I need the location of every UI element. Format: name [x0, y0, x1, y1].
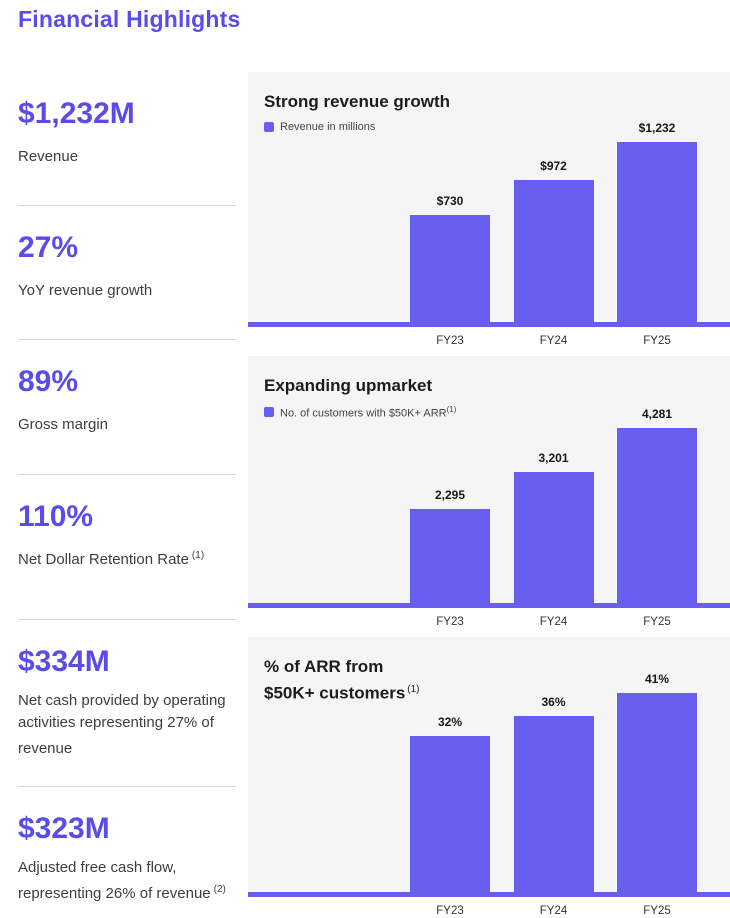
stat-value: $334M — [18, 645, 110, 678]
chart-legend: No. of customers with $50K+ ARR(1) — [248, 397, 730, 420]
stat-free-cash-flow: $323M Adjusted free cash flow, represent… — [18, 787, 236, 918]
stat-label-text: Net Dollar Retention Rate — [18, 551, 189, 568]
stat-label: Adjusted free cash flow, representing 26… — [18, 857, 236, 905]
bar-fy25 — [617, 142, 697, 322]
bar-fy24 — [513, 716, 594, 892]
bar-group-fy24: 36% — [513, 672, 594, 892]
legend-label: Revenue in millions — [280, 121, 376, 133]
chart-area: Strong revenue growth Revenue in million… — [248, 72, 730, 327]
stat-label: Gross margin — [18, 410, 236, 436]
bar-value-label: $1,232 — [638, 121, 676, 135]
chart-area: Expanding upmarket No. of customers with… — [248, 356, 730, 608]
stat-label: Net Dollar Retention Rate (1) — [18, 545, 236, 571]
x-tick-fy25: FY25 — [643, 616, 671, 628]
page-title: Financial Highlights — [18, 6, 241, 32]
bar-value-label: 4,281 — [641, 407, 673, 421]
x-tick-fy24: FY24 — [539, 616, 568, 628]
bar-value-label: $972 — [540, 159, 567, 173]
legend-label-text: No. of customers with $50K+ ARR — [280, 407, 447, 420]
footnote-marker: (2) — [213, 884, 226, 895]
bar-plot: $730 $972 $1,232 — [410, 117, 697, 322]
bar-group-fy25: $1,232 — [617, 117, 697, 322]
x-axis-labels: FY23 FY24 FY25 — [410, 904, 697, 918]
bar-fy23 — [410, 215, 490, 322]
chart-title: Strong revenue growth — [264, 92, 451, 111]
chart-baseline — [248, 603, 730, 608]
stat-gross-margin: 89% Gross margin — [18, 340, 236, 475]
x-tick-fy25: FY25 — [643, 905, 671, 917]
bar-fy25 — [617, 693, 697, 892]
stat-label-text: YoY revenue growth — [18, 282, 153, 299]
bar-group-fy25: 4,281 — [617, 403, 697, 603]
stat-label-text: Revenue — [18, 148, 79, 165]
stat-label-text: Adjusted free cash flow, representing 26… — [18, 859, 211, 902]
stat-value: $323M — [18, 812, 110, 845]
chart-panel-arr-share: % of ARR from $50K+ customers (1) 32% 36% … — [248, 637, 730, 918]
x-axis-labels: FY23 FY24 FY25 — [410, 334, 697, 348]
bar-group-fy23: $730 — [410, 117, 490, 322]
bar-fy23 — [410, 736, 490, 892]
x-tick-fy25: FY25 — [643, 335, 671, 347]
bar-group-fy23: 2,295 — [410, 403, 490, 603]
bar-group-fy23: 32% — [410, 672, 490, 892]
footnote-marker: (1) — [446, 405, 457, 414]
x-axis-labels: FY23 FY24 FY25 — [410, 615, 697, 629]
bar-value-label: 3,201 — [538, 451, 569, 465]
stat-value: $1,232M — [18, 97, 135, 130]
chart-title: Expanding upmarket — [264, 376, 433, 395]
legend-swatch — [264, 407, 274, 418]
chart-baseline — [248, 892, 730, 897]
stat-value: 110% — [18, 500, 94, 533]
charts-column: Strong revenue growth Revenue in million… — [248, 72, 730, 918]
bar-fy25 — [617, 428, 697, 603]
x-tick-fy24: FY24 — [539, 335, 568, 347]
chart-legend: Revenue in millions — [248, 113, 730, 133]
chart-title-line2: $50K+ customers — [264, 683, 406, 703]
chart-area: % of ARR from $50K+ customers (1) 32% 36% … — [248, 637, 730, 897]
bar-group-fy25: 41% — [617, 672, 697, 892]
bar-fy23 — [410, 509, 490, 603]
bar-value-label: 32% — [437, 715, 463, 729]
stat-label-text: Gross margin — [18, 416, 109, 433]
bar-value-label: $730 — [436, 194, 464, 208]
chart-title-line1: % of ARR from — [264, 657, 384, 676]
chart-panel-customers: Expanding upmarket No. of customers with… — [248, 356, 730, 629]
chart-title: % of ARR from $50K+ customers (1) — [248, 637, 730, 705]
x-tick-fy23: FY23 — [436, 905, 464, 917]
stat-operating-cash: $334M Net cash provided by operating act… — [18, 620, 236, 787]
bar-fy24 — [513, 472, 594, 603]
stat-net-dollar-retention: 110% Net Dollar Retention Rate (1) — [18, 475, 236, 620]
stat-label: Net cash provided by operating activitie… — [18, 690, 236, 760]
chart-baseline — [248, 322, 730, 327]
stat-label-text: Net cash provided by operating activitie… — [18, 692, 226, 757]
stat-revenue: $1,232M Revenue — [18, 96, 236, 206]
legend-swatch — [264, 122, 274, 132]
stat-value: 89% — [18, 365, 79, 398]
stat-yoy-growth: 27% YoY revenue growth — [18, 206, 236, 340]
x-tick-fy23: FY23 — [436, 335, 464, 347]
bar-group-fy24: 3,201 — [513, 403, 594, 603]
legend-label: No. of customers with $50K+ ARR(1) — [280, 405, 456, 420]
footnote-marker: (1) — [407, 684, 420, 695]
bar-plot: 2,295 3,201 4,281 — [410, 403, 697, 603]
bar-fy24 — [513, 180, 594, 322]
x-tick-fy24: FY24 — [539, 905, 568, 917]
stats-column: $1,232M Revenue 27% YoY revenue growth 8… — [18, 96, 236, 918]
bar-value-label: 36% — [541, 695, 566, 709]
bar-plot: 32% 36% 41% — [410, 672, 697, 892]
footnote-marker: (1) — [191, 550, 205, 561]
stat-value: 27% — [18, 231, 79, 264]
bar-group-fy24: $972 — [513, 117, 594, 322]
stat-label: Revenue — [18, 142, 236, 168]
bar-value-label: 2,295 — [434, 488, 466, 502]
x-tick-fy23: FY23 — [436, 616, 464, 628]
stat-label: YoY revenue growth — [18, 276, 236, 302]
bar-value-label: 41% — [644, 672, 670, 686]
chart-panel-revenue: Strong revenue growth Revenue in million… — [248, 72, 730, 348]
